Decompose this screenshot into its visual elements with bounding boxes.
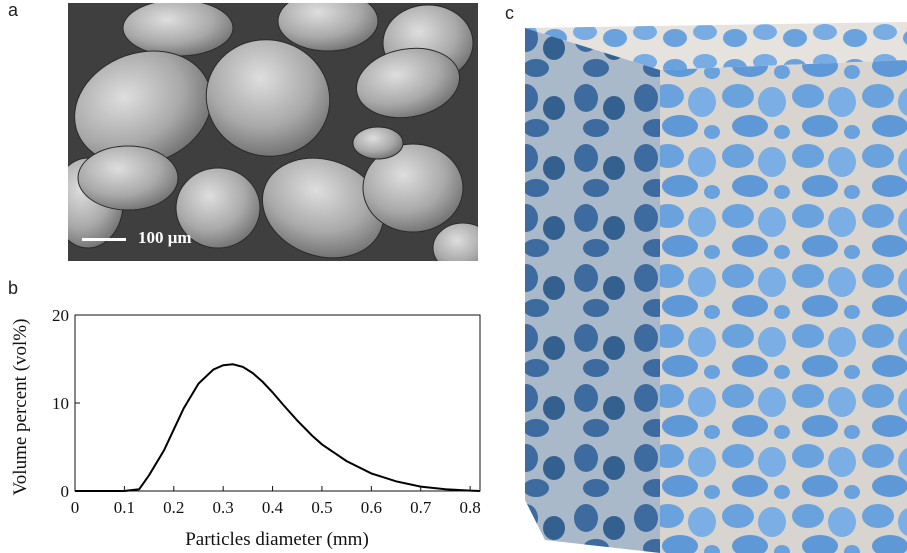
- grain: [277, 3, 379, 52]
- panel-label-b: b: [8, 278, 19, 298]
- y-tick-label: 10: [52, 394, 69, 413]
- x-ticks: 0 0.1 0.2 0.3 0.4 0.5 0.6 0.7 0.8: [71, 486, 481, 517]
- cube-top-face: [525, 22, 907, 70]
- y-axis-label: Volume percent (vol%): [10, 319, 31, 496]
- x-tick-label: 0.7: [410, 498, 432, 517]
- panel-label-a: a: [8, 0, 19, 20]
- particle-size-chart: 0 0.1 0.2 0.3 0.4 0.5 0.6 0.7 0.8 0 10 20 Particle…: [10, 306, 481, 550]
- scale-bar-label: 100 μm: [138, 228, 192, 247]
- panel-label-c: c: [505, 3, 514, 23]
- y-tick-label: 0: [61, 482, 70, 501]
- cube-front-face: [660, 60, 907, 553]
- grain: [432, 222, 478, 261]
- x-tick-label: 0.1: [114, 498, 135, 517]
- plot-frame: [74, 314, 481, 492]
- grain: [355, 47, 461, 119]
- cube-left-face: [525, 28, 660, 553]
- grain: [205, 39, 331, 157]
- x-axis-label: Particles diameter (mm): [185, 529, 369, 550]
- x-tick-label: 0.8: [459, 498, 480, 517]
- grain: [122, 3, 234, 57]
- grain: [352, 126, 404, 160]
- distribution-curve: [75, 363, 481, 492]
- grain: [77, 145, 179, 211]
- grain: [362, 143, 464, 233]
- x-tick-label: 0.4: [262, 498, 284, 517]
- scale-bar: [82, 238, 126, 241]
- y-tick-label: 20: [52, 306, 69, 325]
- grain: [175, 167, 261, 249]
- 3d-packing-cube: [525, 22, 907, 553]
- x-tick-label: 0.5: [311, 498, 332, 517]
- x-tick-label: 0.6: [361, 498, 382, 517]
- grain: [261, 157, 385, 259]
- x-tick-label: 0: [71, 498, 80, 517]
- sem-micrograph: [68, 3, 478, 261]
- y-ticks: 0 10 20: [52, 306, 80, 501]
- x-tick-label: 0.2: [163, 498, 184, 517]
- x-tick-label: 0.3: [213, 498, 234, 517]
